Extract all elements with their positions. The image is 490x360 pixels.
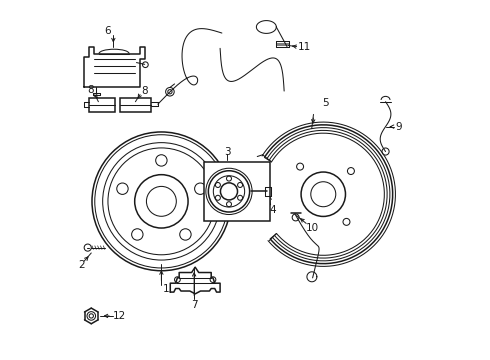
- Text: 3: 3: [224, 147, 230, 157]
- Text: 11: 11: [298, 41, 312, 51]
- Text: 2: 2: [78, 260, 85, 270]
- Text: 5: 5: [322, 99, 328, 108]
- Text: 8: 8: [87, 85, 94, 95]
- Text: 12: 12: [113, 311, 126, 321]
- Text: 4: 4: [269, 205, 276, 215]
- Bar: [204, 162, 270, 221]
- Text: 6: 6: [105, 26, 111, 36]
- Text: 10: 10: [305, 223, 318, 233]
- Text: 7: 7: [191, 300, 197, 310]
- Text: 8: 8: [141, 86, 148, 96]
- Text: 9: 9: [396, 122, 402, 132]
- Text: 1: 1: [162, 284, 169, 294]
